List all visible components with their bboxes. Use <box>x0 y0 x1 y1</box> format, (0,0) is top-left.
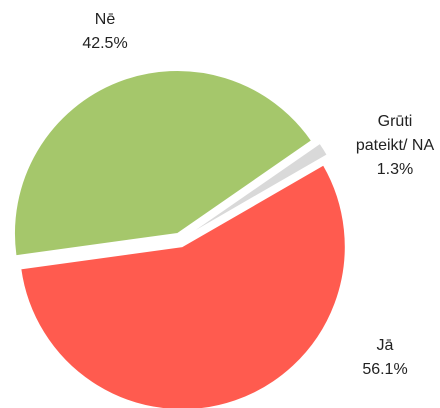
pie-slice <box>13 69 313 257</box>
slice-name: Grūti pateikt/ NA <box>355 113 435 154</box>
slice-value: 56.1% <box>362 361 408 378</box>
slice-name: Jā <box>376 337 394 354</box>
pie-slice <box>20 164 346 408</box>
pie-slice <box>185 142 328 237</box>
slice-value: 42.5% <box>82 35 128 52</box>
slice-value: 1.3% <box>376 161 414 178</box>
slice-name: Nē <box>94 11 116 28</box>
